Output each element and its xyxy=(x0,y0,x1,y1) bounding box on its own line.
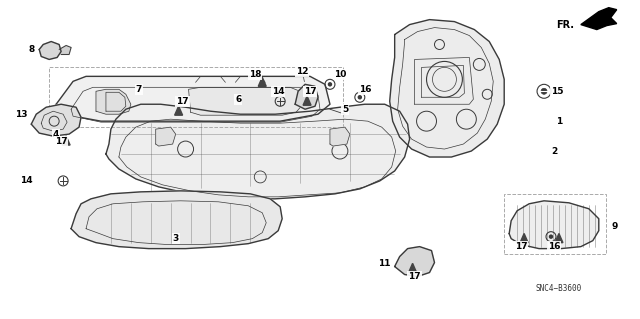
Polygon shape xyxy=(156,127,175,146)
Polygon shape xyxy=(408,263,417,272)
Text: 5: 5 xyxy=(342,105,348,114)
Polygon shape xyxy=(59,46,71,55)
Text: SNC4−B3600: SNC4−B3600 xyxy=(536,284,582,293)
Text: 16: 16 xyxy=(358,85,371,94)
Text: 7: 7 xyxy=(136,85,142,94)
Polygon shape xyxy=(303,96,311,105)
Text: 11: 11 xyxy=(378,259,391,268)
Polygon shape xyxy=(106,104,410,199)
Polygon shape xyxy=(189,87,302,115)
Text: 17: 17 xyxy=(176,97,189,106)
Text: 9: 9 xyxy=(612,222,618,231)
Text: 3: 3 xyxy=(173,234,179,243)
Circle shape xyxy=(548,234,553,239)
Text: 4: 4 xyxy=(53,130,60,139)
Polygon shape xyxy=(520,234,528,243)
Text: 2: 2 xyxy=(551,146,557,156)
Text: 17: 17 xyxy=(515,242,527,251)
Text: 8: 8 xyxy=(28,45,35,54)
Bar xyxy=(504,194,605,254)
Text: 17: 17 xyxy=(55,137,67,145)
Polygon shape xyxy=(39,41,61,59)
Text: 12: 12 xyxy=(296,67,308,76)
Polygon shape xyxy=(555,234,563,243)
Text: 10: 10 xyxy=(333,70,346,79)
Polygon shape xyxy=(295,84,318,109)
Polygon shape xyxy=(330,127,350,146)
Polygon shape xyxy=(56,76,330,121)
Polygon shape xyxy=(581,8,617,30)
Text: 17: 17 xyxy=(304,87,316,96)
Circle shape xyxy=(358,95,362,100)
Text: 15: 15 xyxy=(550,87,563,96)
Polygon shape xyxy=(509,201,599,249)
Polygon shape xyxy=(395,247,435,277)
Text: 13: 13 xyxy=(15,110,28,119)
Text: FR.: FR. xyxy=(556,19,574,30)
Text: 18: 18 xyxy=(249,70,262,79)
Polygon shape xyxy=(31,104,81,136)
Text: 16: 16 xyxy=(548,242,560,251)
Text: 14: 14 xyxy=(20,176,33,185)
Text: 6: 6 xyxy=(236,95,241,104)
Polygon shape xyxy=(71,191,282,249)
Text: 14: 14 xyxy=(272,87,285,96)
Polygon shape xyxy=(175,106,182,115)
Text: 1: 1 xyxy=(556,117,562,126)
Circle shape xyxy=(328,82,332,86)
Text: 17: 17 xyxy=(408,272,421,281)
Polygon shape xyxy=(390,19,504,157)
Polygon shape xyxy=(96,89,131,114)
Circle shape xyxy=(541,88,547,94)
Bar xyxy=(49,67,343,127)
Polygon shape xyxy=(62,136,70,145)
Polygon shape xyxy=(259,77,266,86)
